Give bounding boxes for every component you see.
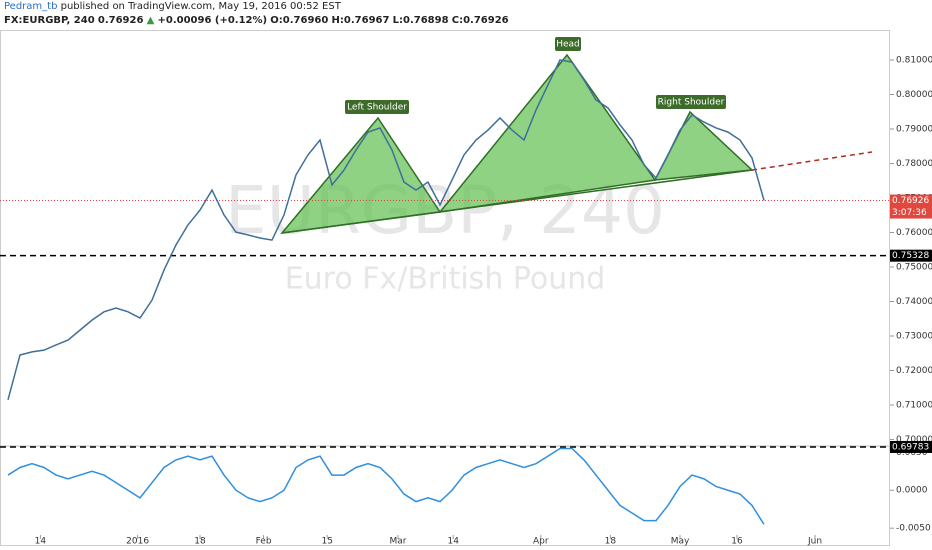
y-tick-label: 0.81000 — [896, 56, 932, 66]
x-tick-label: 18 — [605, 537, 617, 547]
arrow: ▲ — [146, 15, 155, 26]
annotation-label: Head — [556, 40, 580, 50]
low: L:0.76898 — [392, 15, 449, 26]
x-tick-label: Apr — [533, 537, 549, 547]
y-tick-label: 0.76000 — [896, 228, 932, 238]
last-price-tag — [890, 194, 932, 219]
y-tick-label: 0.79000 — [896, 125, 932, 135]
y-tick-label: 0.73000 — [896, 331, 932, 341]
countdown: 3:07:36 — [892, 208, 927, 218]
header-line-1: Pedram_tb published on TradingView.com, … — [4, 0, 509, 14]
y-tick-label: 0.70000 — [896, 435, 932, 445]
x-tick-label: 14 — [447, 537, 459, 547]
last-price-label: 0.76926 — [892, 196, 929, 206]
watermark-subtitle: Euro Fx/British Pound — [285, 262, 606, 297]
y-tick-label: 0.72000 — [896, 366, 932, 376]
y-tick-label: 0.74000 — [896, 297, 932, 307]
x-tick-label: 15 — [321, 537, 332, 547]
author[interactable]: Pedram_tb — [4, 1, 58, 12]
level-tag — [890, 249, 932, 262]
x-tick-label: Mar — [390, 537, 407, 547]
y-tick-label: 0.71000 — [896, 400, 932, 410]
y-tick-label: 0.78000 — [896, 159, 932, 169]
x-tick-label: 16 — [731, 537, 743, 547]
level-label: 0.69783 — [892, 442, 929, 452]
x-tick-label: 14 — [35, 537, 47, 547]
x-tick-label: Feb — [256, 537, 272, 547]
annotation-label: Right Shoulder — [658, 98, 725, 108]
high: H:0.76967 — [331, 15, 390, 26]
y-tick-label: 0.75000 — [896, 262, 932, 272]
annotation: Left Shoulder Head Right Shoulder — [345, 37, 726, 114]
series-line — [7, 59, 765, 401]
level-tag — [890, 440, 932, 453]
published: published on TradingView.com, May 19, 20… — [60, 1, 341, 12]
close: C:0.76926 — [451, 15, 509, 26]
last: 0.76926 — [97, 15, 144, 26]
annotation-label: Left Shoulder — [347, 103, 407, 113]
x-tick-label: Jun — [807, 537, 822, 547]
pattern — [280, 53, 754, 234]
header-line-2: FX:EURGBP, 240 0.76926 ▲ +0.00096 (+0.12… — [4, 14, 509, 28]
change: +0.00096 (+0.12%) — [157, 15, 268, 26]
head-shape — [438, 53, 657, 214]
level-label: 0.75328 — [892, 251, 929, 261]
y2-tick-label: 0.0000 — [896, 486, 928, 496]
x-tick-label: May — [671, 537, 690, 547]
open: O:0.76960 — [270, 15, 329, 26]
neckline — [281, 169, 753, 234]
series-line — [7, 447, 765, 525]
y2-tick-label: -0.0050 — [896, 524, 931, 534]
header: Pedram_tb published on TradingView.com, … — [4, 0, 509, 28]
x-tick-label: 18 — [194, 537, 206, 547]
plot-frame — [0, 30, 890, 546]
symbol: FX:EURGBP, 240 — [4, 15, 95, 26]
y-tick-label: 0.80000 — [896, 90, 932, 100]
neckline-extension — [751, 151, 873, 171]
x-tick-label: 2016 — [126, 537, 149, 547]
